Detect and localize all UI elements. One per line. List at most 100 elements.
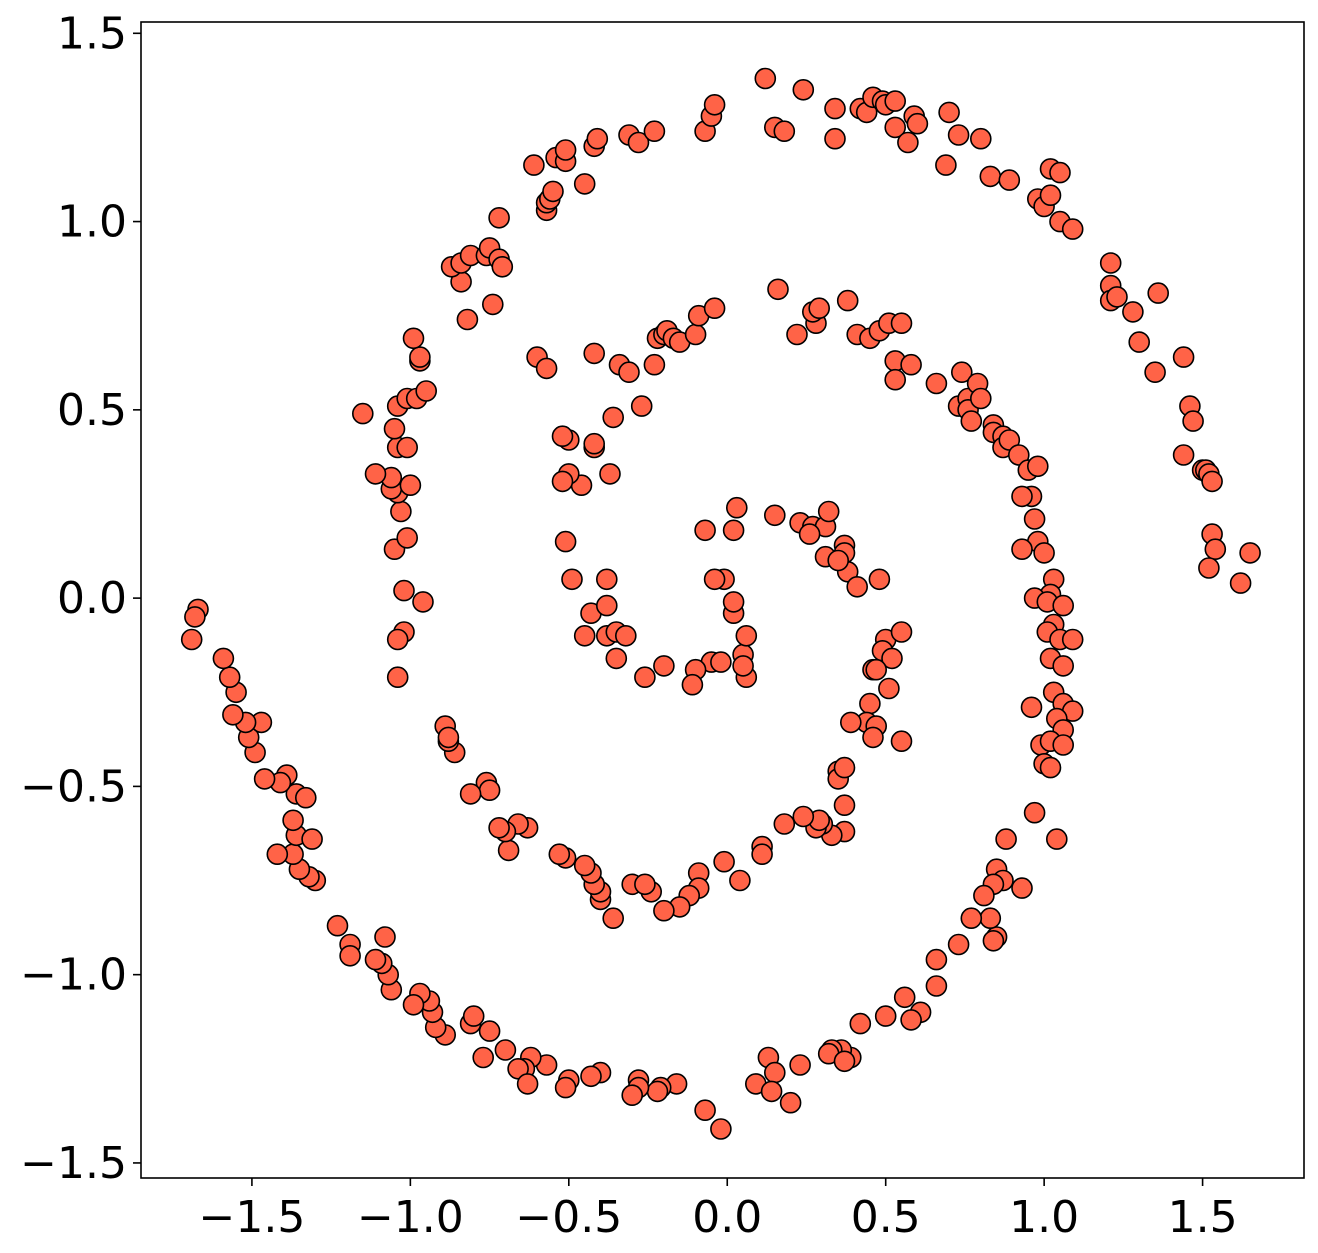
data-point — [396, 527, 419, 549]
data-point — [786, 323, 808, 346]
data-point — [865, 658, 888, 681]
data-point — [868, 568, 891, 591]
data-point — [808, 297, 831, 320]
data-point — [694, 1099, 716, 1121]
data-point — [703, 94, 726, 116]
data-point — [773, 813, 796, 835]
data-point — [703, 568, 726, 591]
data-point — [386, 628, 409, 651]
data-point — [979, 907, 1002, 930]
data-point — [478, 779, 501, 802]
data-point — [595, 568, 618, 591]
data-point — [456, 308, 479, 331]
data-point — [722, 519, 745, 542]
data-point — [846, 575, 869, 598]
data-point — [1020, 696, 1043, 719]
data-point — [554, 139, 577, 161]
data-point — [938, 101, 960, 124]
data-point — [1023, 801, 1046, 824]
x-tick-label: −1.5 — [198, 1192, 305, 1243]
data-point — [1039, 756, 1062, 779]
data-point — [390, 500, 412, 523]
data-point — [798, 523, 821, 545]
data-point — [554, 1076, 577, 1099]
data-point — [472, 1046, 495, 1069]
data-point — [580, 1065, 602, 1088]
data-point — [817, 500, 840, 523]
data-point — [488, 207, 510, 229]
data-point — [833, 794, 856, 817]
data-point — [906, 112, 929, 135]
data-point — [729, 869, 751, 892]
data-point — [884, 116, 907, 139]
data-point — [1039, 184, 1062, 206]
data-point — [412, 591, 434, 613]
data-point — [792, 805, 815, 828]
data-point — [184, 606, 206, 628]
data-point — [859, 692, 881, 715]
y-tick-label: −1.0 — [20, 950, 127, 1001]
data-point — [900, 353, 922, 376]
x-tick-label: 0.0 — [692, 1192, 762, 1243]
data-point — [491, 255, 514, 278]
data-point — [222, 703, 244, 726]
data-point — [643, 120, 666, 142]
data-point — [833, 756, 856, 779]
data-point — [494, 1039, 517, 1061]
data-point — [212, 647, 235, 670]
data-point — [763, 1061, 786, 1084]
data-point — [415, 380, 438, 402]
data-point — [824, 97, 846, 120]
data-point — [849, 1012, 872, 1035]
data-point — [437, 726, 460, 749]
data-point — [462, 1005, 485, 1027]
data-point — [326, 914, 349, 937]
data-point — [789, 1054, 811, 1076]
data-point — [1239, 542, 1261, 564]
x-tick-label: −0.5 — [515, 1192, 622, 1243]
x-tick-label: 0.5 — [851, 1192, 921, 1243]
data-point — [1049, 161, 1071, 184]
data-point — [1046, 828, 1068, 850]
data-point — [947, 933, 970, 956]
data-point — [481, 293, 504, 316]
data-point — [573, 624, 596, 647]
data-point — [1011, 538, 1033, 561]
data-point — [383, 417, 406, 440]
y-tick-label: 1.0 — [57, 197, 127, 248]
y-axis: 1.5 1.0 0.5 0.0 −0.5 −1.0 −1.5 — [20, 8, 141, 1189]
y-tick-label: −1.5 — [20, 1138, 127, 1189]
data-point — [621, 1084, 644, 1106]
data-point — [1011, 877, 1033, 899]
data-point — [1172, 346, 1195, 368]
data-point — [890, 730, 913, 753]
data-point — [760, 1080, 783, 1103]
data-point — [1023, 508, 1046, 530]
data-point — [973, 884, 995, 907]
data-point — [884, 368, 907, 391]
plot-frame — [140, 21, 1305, 1179]
data-point — [554, 530, 577, 553]
data-point — [890, 621, 913, 643]
data-point — [1061, 628, 1084, 651]
data-point — [862, 726, 884, 749]
data-point — [960, 410, 983, 432]
data-point — [681, 673, 704, 696]
data-point — [218, 666, 241, 689]
data-point — [960, 907, 983, 930]
data-point — [767, 278, 789, 301]
x-tick-label: 1.0 — [1009, 1192, 1079, 1243]
data-point — [602, 406, 625, 429]
data-point — [561, 568, 583, 591]
data-point — [583, 432, 606, 455]
data-point — [618, 361, 640, 384]
data-point — [535, 357, 558, 380]
data-point — [824, 127, 846, 150]
data-point — [605, 647, 628, 670]
data-point — [548, 843, 571, 866]
data-point — [409, 346, 431, 368]
data-point — [1052, 594, 1074, 617]
data-point — [881, 647, 903, 670]
data-point — [792, 79, 815, 101]
data-point — [684, 323, 707, 346]
